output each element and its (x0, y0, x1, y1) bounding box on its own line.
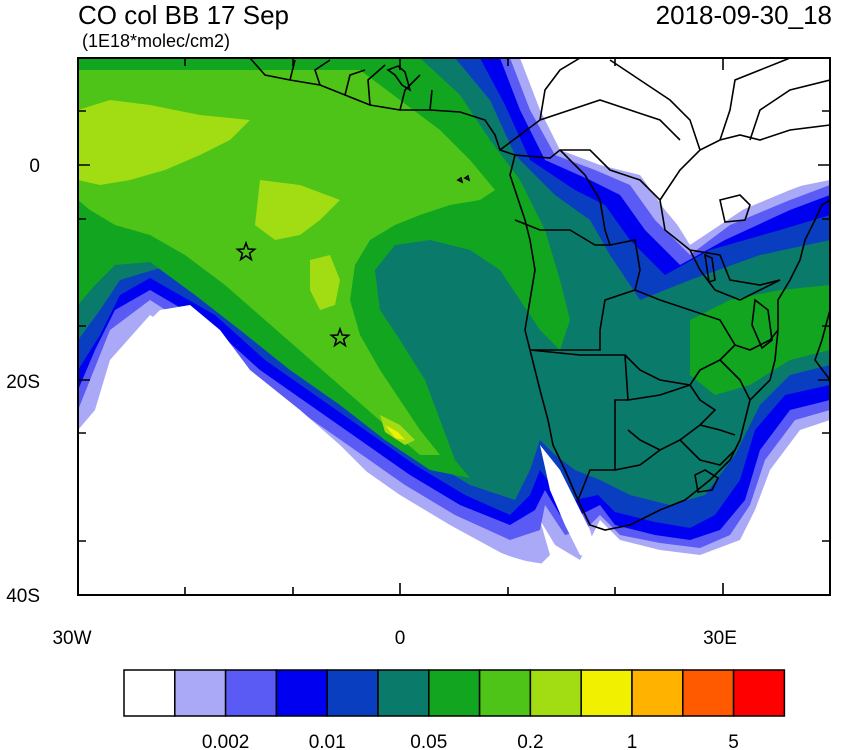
border-namibia (529, 349, 629, 501)
colorbar-box-3 (275, 669, 328, 717)
co-level-yellow-green-3 (310, 255, 340, 310)
border-botswana (627, 384, 717, 451)
colorbar-label-5: 5 (728, 732, 739, 750)
co-level-green-east (690, 285, 830, 395)
y-tick-20s: 20S (6, 372, 40, 393)
border-central-north (499, 58, 681, 151)
co-level-yellow-green-4 (380, 415, 415, 445)
colorbar-box-8 (529, 669, 582, 717)
colorbar-legend: 0.002 0.01 0.05 0.2 1 5 (123, 669, 786, 750)
co-level-yellow-green (78, 100, 250, 185)
map-plot-area (78, 58, 830, 595)
clean-air-cape-gap (540, 445, 598, 560)
colorbar-box-9 (580, 669, 633, 717)
co-level-yellow (385, 425, 405, 440)
colorbar-box-5 (377, 669, 430, 717)
colorbar-box-1 (174, 669, 227, 717)
timestamp-label: 2018-09-30_18 (655, 0, 832, 30)
colorbar-label-4: 1 (627, 732, 638, 750)
colorbar-box-10 (631, 669, 684, 717)
lake-tanganyika (703, 253, 716, 284)
border-lesotho (694, 469, 720, 493)
units-label: (1E18*molec/cm2) (82, 31, 231, 51)
co-level-yellow-green-2 (255, 180, 340, 240)
y-tick-40s: 40S (6, 586, 40, 607)
sao-tome-island (456, 176, 464, 184)
colorbar-box-0 (123, 669, 176, 717)
border-drc-east (559, 149, 611, 246)
bioko-island (463, 174, 471, 182)
border-angola (514, 219, 641, 351)
colorbar-box-2 (224, 669, 278, 717)
colorbar-label-1: 0.01 (309, 732, 346, 750)
border-east-africa (609, 58, 830, 201)
co-level-light-green (78, 70, 495, 455)
border-gulf-of-guinea (289, 59, 433, 111)
lake-volta (386, 65, 412, 92)
colorbar-box-12 (732, 669, 786, 717)
colorbar-label-0: 0.002 (202, 732, 250, 750)
x-tick-30e: 30E (703, 628, 737, 649)
clean-air-south-atlantic (78, 305, 600, 595)
lake-victoria (719, 194, 751, 223)
colorbar-box-4 (326, 669, 379, 717)
x-tick-0: 0 (395, 628, 406, 649)
border-malawi (751, 298, 773, 350)
madagascar-coast (814, 309, 830, 381)
axis-tick-labels: 30W 0 30E 0 20S 40S (6, 156, 737, 649)
border-tanzania (689, 249, 781, 301)
colorbar-box-6 (428, 669, 481, 717)
africa-coastline (249, 58, 830, 531)
co-field-layers (78, 58, 830, 565)
colorbar-box-11 (682, 669, 735, 717)
country-borders (249, 58, 830, 531)
map-title: CO col BB 17 Sep (78, 0, 289, 30)
star-marker-2 (329, 326, 351, 348)
colorbar-label-3: 0.2 (517, 732, 543, 750)
colorbar-box-7 (478, 669, 532, 717)
y-tick-0: 0 (29, 156, 40, 177)
axis-ticks (77, 58, 830, 596)
border-south-africa (614, 439, 741, 471)
site-markers (235, 240, 351, 348)
star-marker-1 (235, 240, 257, 262)
x-tick-30w: 30W (52, 628, 91, 649)
colorbar-label-2: 0.05 (410, 732, 447, 750)
